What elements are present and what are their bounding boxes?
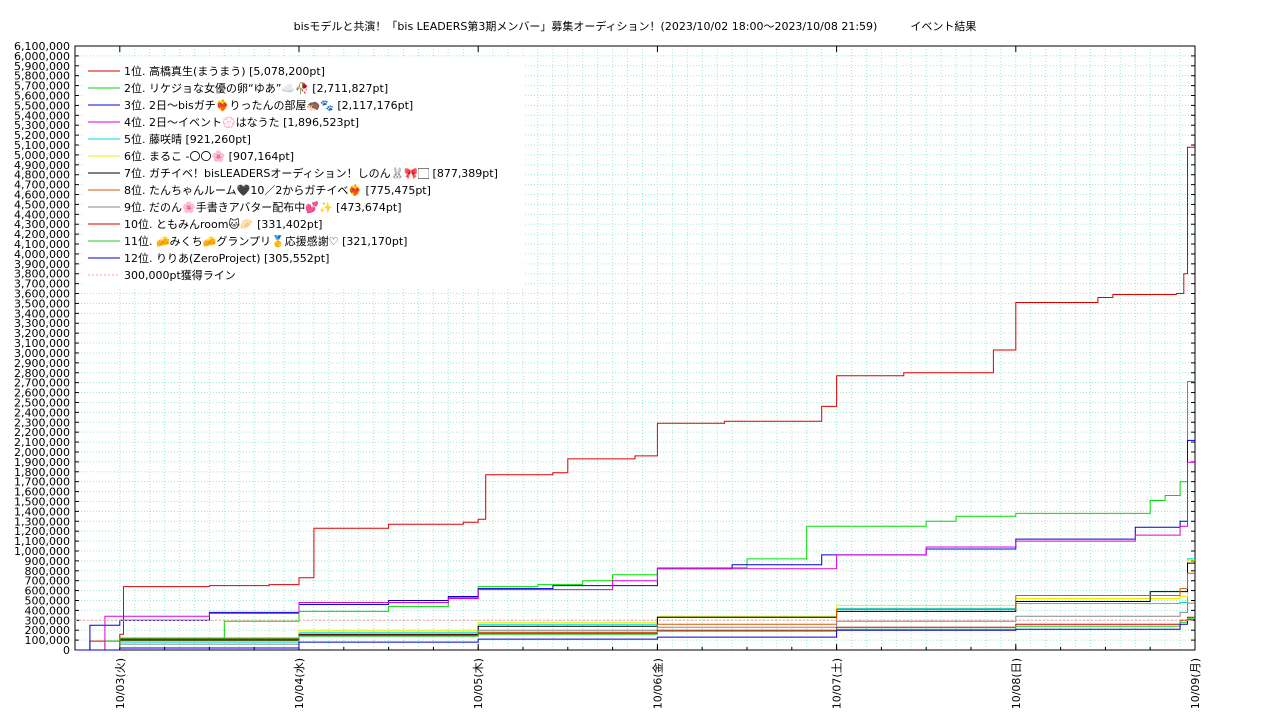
y-tick-label: 5,000,000	[14, 149, 70, 162]
y-tick-label: 3,600,000	[14, 288, 70, 301]
legend-label: 3位. 2日〜bisガチ❤️‍🔥りったんの部屋🦔🐾 [2,117,176pt]	[124, 98, 413, 112]
y-tick-label: 3,000,000	[14, 347, 70, 360]
y-tick-label: 5,800,000	[14, 70, 70, 83]
y-tick-label: 1,300,000	[14, 515, 70, 528]
y-tick-label: 2,200,000	[14, 426, 70, 439]
y-tick-label: 3,400,000	[14, 307, 70, 320]
y-tick-label: 1,600,000	[14, 486, 70, 499]
legend-label: 5位. 藤咲晴 [921,260pt]	[124, 132, 251, 146]
y-tick-label: 2,600,000	[14, 387, 70, 400]
y-tick-label: 5,700,000	[14, 80, 70, 93]
y-tick-label: 900,000	[25, 555, 71, 568]
plot-frame	[74, 45, 1196, 651]
x-tick-label: 10/04(水)	[293, 658, 306, 709]
y-tick-label: 2,300,000	[14, 416, 70, 429]
legend-label: 8位. たんちゃんルーム🖤10／2からガチイベ❤️‍🔥 [775,475pt]	[124, 183, 431, 197]
y-tick-label: 0	[63, 644, 70, 657]
y-tick-label: 3,500,000	[14, 297, 70, 310]
series-line-4	[75, 461, 1195, 651]
legend: 1位. 高橋真生(まうまう) [5,078,200pt] 2位. リケジョな女優の…	[82, 58, 525, 288]
y-tick-label: 3,800,000	[14, 268, 70, 281]
y-tick-label: 1,000,000	[14, 545, 70, 558]
y-tick-label: 600,000	[25, 585, 71, 598]
legend-label: 11位. 🧀みくち🧀グランプリ🥇応援感謝♡ [321,170pt]	[124, 234, 407, 248]
y-tick-label: 2,700,000	[14, 377, 70, 390]
y-tick-label: 4,300,000	[14, 218, 70, 231]
y-tick-label: 5,300,000	[14, 119, 70, 132]
y-tick-label: 1,200,000	[14, 525, 70, 538]
y-tick-label: 6,100,000	[14, 40, 70, 53]
y-tick-label: 5,900,000	[14, 60, 70, 73]
y-tick-label: 4,600,000	[14, 189, 70, 202]
legend-label: 1位. 高橋真生(まうまう) [5,078,200pt]	[124, 64, 325, 78]
x-tick-label: 10/09(月)	[1189, 658, 1202, 709]
y-tick-label: 2,000,000	[14, 446, 70, 459]
x-tick-label: 10/06(金)	[650, 658, 664, 709]
series-line-9	[75, 602, 1195, 651]
y-tick-label: 300,000	[25, 614, 71, 627]
legend-label: 300,000pt獲得ライン	[124, 269, 236, 282]
legend-label: 10位. ともみんroom🐱🥟 [331,402pt]	[124, 217, 322, 231]
y-tick-label: 4,200,000	[14, 228, 70, 241]
x-tick-label: 10/07(土)	[831, 658, 844, 709]
y-tick-label: 4,100,000	[14, 238, 70, 251]
legend-label: 9位. だのん🌸手書きアバター配布中💕✨ [473,674pt]	[124, 200, 402, 214]
y-tick-label: 6,000,000	[14, 50, 70, 63]
y-tick-label: 1,500,000	[14, 495, 70, 508]
legend-label: 6位. まるこ -〇〇🌸 [907,164pt]	[124, 149, 294, 163]
y-tick-label: 4,000,000	[14, 248, 70, 261]
y-tick-label: 1,400,000	[14, 505, 70, 518]
series-line-12	[75, 619, 1195, 651]
series-line-6	[75, 559, 1195, 651]
series-line-2	[75, 381, 1195, 651]
y-tick-label: 1,700,000	[14, 476, 70, 489]
y-tick-label: 2,900,000	[14, 357, 70, 370]
y-tick-label: 5,400,000	[14, 109, 70, 122]
series-layer	[75, 146, 1195, 651]
legend-box	[82, 58, 525, 288]
y-tick-label: 3,200,000	[14, 327, 70, 340]
y-tick-label: 4,700,000	[14, 179, 70, 192]
series-line-11	[75, 617, 1195, 651]
y-tick-label: 5,100,000	[14, 139, 70, 152]
y-tick-label: 2,500,000	[14, 396, 70, 409]
legend-label: 12位. りりあ(ZeroProject) [305,552pt]	[124, 251, 329, 265]
y-tick-label: 500,000	[25, 594, 71, 607]
y-tick-label: 2,800,000	[14, 367, 70, 380]
y-tick-label: 2,400,000	[14, 406, 70, 419]
y-tick-label: 3,300,000	[14, 317, 70, 330]
y-tick-label: 3,900,000	[14, 258, 70, 271]
series-line-7	[75, 562, 1195, 651]
y-tick-label: 4,800,000	[14, 169, 70, 182]
y-tick-label: 1,900,000	[14, 456, 70, 469]
y-tick-label: 4,900,000	[14, 159, 70, 172]
y-tick-label: 400,000	[25, 604, 71, 617]
y-tick-label: 4,500,000	[14, 198, 70, 211]
y-tick-label: 700,000	[25, 575, 71, 588]
x-tick-label: 10/05(木)	[472, 658, 485, 709]
legend-label: 7位. ガチイベ！bisLEADERSオーディション！しのん🐰🎀🏻 [877,3…	[124, 166, 498, 180]
y-tick-label: 5,200,000	[14, 129, 70, 142]
legend-label: 4位. 2日〜イベント💮はなうた [1,896,523pt]	[124, 115, 359, 129]
y-tick-label: 3,700,000	[14, 278, 70, 291]
y-tick-label: 100,000	[25, 634, 71, 647]
y-tick-label: 5,600,000	[14, 90, 70, 103]
y-tick-label: 4,400,000	[14, 208, 70, 221]
series-line-10	[75, 616, 1195, 651]
legend-label: 2位. リケジョな女優の卵“ゆあ”☁️🥀 [2,711,827pt]	[124, 81, 388, 95]
chart-title: bisモデルと共演！「bis LEADERS第3期メンバー」募集オーディション！…	[293, 20, 977, 33]
series-line-1	[75, 146, 1195, 651]
y-tick-label: 1,100,000	[14, 535, 70, 548]
y-tick-label: 800,000	[25, 565, 71, 578]
y-tick-label: 5,500,000	[14, 99, 70, 112]
series-line-5	[75, 558, 1195, 651]
x-tick-label: 10/03(火)	[114, 658, 127, 709]
y-tick-label: 1,800,000	[14, 466, 70, 479]
y-tick-label: 3,100,000	[14, 337, 70, 350]
y-tick-label: 2,100,000	[14, 436, 70, 449]
y-tick-label: 200,000	[25, 624, 71, 637]
x-tick-label: 10/08(日)	[1010, 658, 1023, 709]
